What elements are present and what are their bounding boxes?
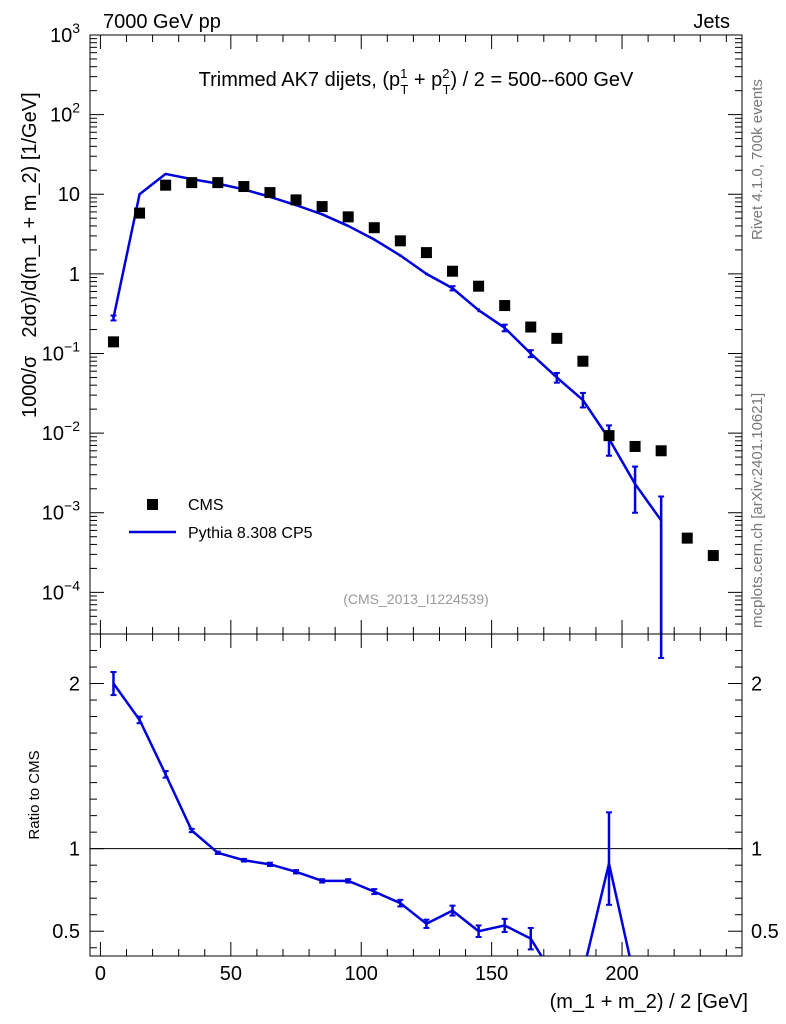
legend: CMS Pythia 8.308 CP5 <box>129 497 313 542</box>
cms-point <box>420 247 432 259</box>
cms-point <box>342 211 354 223</box>
cms-point <box>107 336 119 348</box>
cms-point <box>160 179 172 191</box>
y-tick-label: 10−4 <box>42 577 80 604</box>
ratio-x-ticks: 0 50 100 150 200 <box>95 634 727 985</box>
ratio-y-ticks: 0.5 0.5 1 1 2 2 <box>52 633 779 949</box>
y-tick-label: 10 <box>58 184 80 206</box>
x-tick-label: 200 <box>605 963 638 985</box>
y-tick-label: 1 <box>69 839 80 861</box>
x-tick-label: 0 <box>95 963 106 985</box>
cms-point <box>655 445 667 457</box>
ratio-y-label: Ratio to CMS <box>26 750 43 839</box>
cms-point <box>525 321 537 333</box>
y-tick-label: 0.5 <box>52 921 80 943</box>
mcplots-label: mcplots.cern.ch [arXiv:2401.10621] <box>749 393 766 628</box>
main-frame <box>89 34 743 635</box>
cms-point <box>577 355 589 367</box>
legend-label-cms: CMS <box>188 497 224 514</box>
x-tick-label: 50 <box>220 963 242 985</box>
header-left: 7000 GeV pp <box>103 11 221 33</box>
main-panel: 10−4 10−3 10−2 10−1 1 10 102 103 Trimmed AK7 di… <box>19 20 743 659</box>
ratio-line <box>112 682 631 956</box>
cms-point <box>603 430 615 442</box>
cms-point <box>290 194 302 206</box>
analysis-id: (CMS_2013_I1224539) <box>343 591 489 607</box>
legend-label-pythia: Pythia 8.308 CP5 <box>188 525 313 542</box>
y-tick-label: 102 <box>50 100 80 127</box>
legend-marker-cms <box>147 499 158 510</box>
main-data <box>107 172 719 659</box>
cms-point <box>629 440 641 452</box>
ratio-data <box>110 670 631 956</box>
pythia-line <box>112 172 663 522</box>
y-tick-label-right: 1 <box>751 839 762 861</box>
cms-point <box>186 177 198 189</box>
y-tick-label: 10−2 <box>42 418 80 445</box>
cms-point <box>473 280 485 292</box>
y-tick-label: 1 <box>69 264 80 286</box>
legend-entry-pythia: Pythia 8.308 CP5 <box>129 525 313 542</box>
cms-point <box>212 177 224 189</box>
y-tick-label-right: 2 <box>751 674 762 696</box>
x-axis-label: (m_1 + m_2) / 2 [GeV] <box>550 991 748 1013</box>
y-tick-label: 103 <box>50 20 80 47</box>
y-tick-label: 10−1 <box>42 338 80 365</box>
cms-point <box>707 550 719 562</box>
cms-point <box>264 187 276 199</box>
ratio-panel: 0.5 0.5 1 1 2 2 0 50 100 150 200 Ratio to CMS (m_… <box>26 633 779 1013</box>
cms-point <box>134 207 146 219</box>
main-y-ticks: 10−4 10−3 10−2 10−1 1 10 102 103 <box>42 20 742 635</box>
rivet-label: Rivet 4.1.0, 700k events <box>749 79 766 240</box>
cms-point <box>681 532 693 544</box>
y-tick-label-right: 0.5 <box>751 921 779 943</box>
header-right: Jets <box>693 11 730 33</box>
cms-point <box>447 265 459 277</box>
chart-title: Trimmed AK7 dijets, (p1 T + p2 T) / 2 = 50… <box>199 66 634 97</box>
main-x-ticks <box>99 35 727 634</box>
cms-point <box>368 222 380 234</box>
y-tick-label: 10−3 <box>42 498 80 525</box>
main-y-label: 1000/σ2dσ)/d(m_1 + m_2) [1/GeV] <box>19 92 41 418</box>
cms-point <box>394 235 406 247</box>
y-tick-label: 2 <box>69 674 80 696</box>
x-tick-label: 150 <box>475 963 508 985</box>
ratio-frame <box>89 633 743 957</box>
cms-point <box>238 181 250 193</box>
legend-entry-cms: CMS <box>147 497 224 514</box>
cms-point <box>551 332 563 344</box>
cms-point <box>499 300 511 312</box>
cms-point <box>316 201 328 213</box>
x-tick-label: 100 <box>345 963 378 985</box>
